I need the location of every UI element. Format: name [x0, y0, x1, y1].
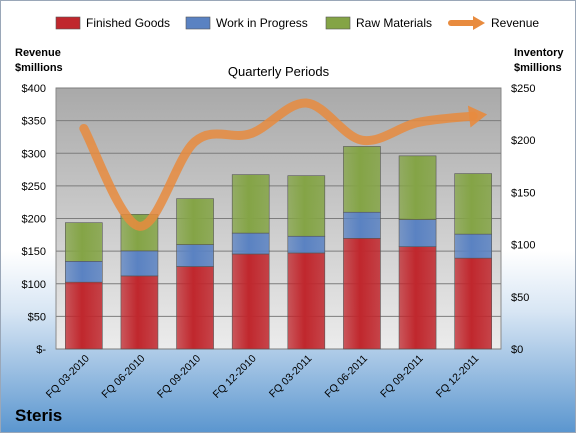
left-tick-label: $150 [22, 246, 46, 258]
bar-raw-materials [231, 174, 270, 234]
company-name: Steris [15, 406, 62, 425]
category-label: FQ 09-2011 [378, 353, 426, 401]
left-tick-label: $250 [22, 181, 46, 193]
bar-work-in-progress [454, 233, 492, 259]
bar-finished-goods [120, 275, 159, 350]
chart-title: Quarterly Periods [228, 64, 330, 79]
legend-label: Work in Progress [216, 16, 308, 30]
revenue-arrowhead [467, 105, 488, 128]
category-label: FQ 12-2010 [211, 353, 259, 401]
right-axis-label: Inventory [514, 47, 564, 59]
left-tick-label: $- [36, 344, 46, 356]
category-label: FQ 12-2011 [434, 353, 482, 401]
category-label: FQ 09-2010 [155, 353, 203, 401]
right-tick-label: $0 [511, 344, 523, 356]
bar-work-in-progress [120, 250, 159, 277]
bar-finished-goods [231, 253, 270, 350]
bar-work-in-progress [231, 232, 270, 255]
category-label: FQ 06-2011 [322, 353, 370, 401]
bar-finished-goods [176, 266, 214, 350]
bar-raw-materials [65, 222, 103, 262]
left-tick-label: $400 [22, 83, 46, 95]
right-tick-label: $150 [511, 187, 535, 199]
bar-finished-goods [65, 281, 103, 350]
bar-raw-materials [398, 155, 437, 220]
bar-work-in-progress [398, 219, 437, 247]
category-label: FQ 03-2011 [267, 353, 315, 401]
bar-finished-goods [398, 246, 437, 350]
right-axis-label: $millions [514, 62, 562, 74]
category-label: FQ 03-2010 [44, 353, 92, 401]
legend-label: Raw Materials [356, 16, 432, 30]
revenue-line [79, 98, 478, 231]
legend-swatch-finished-goods [55, 16, 81, 30]
right-tick-label: $50 [511, 292, 529, 304]
bar-raw-materials [287, 175, 326, 237]
bar-work-in-progress [343, 211, 381, 239]
bar-finished-goods [287, 252, 326, 350]
bar-work-in-progress [176, 244, 214, 267]
left-tick-label: $200 [22, 214, 46, 226]
bar-work-in-progress [65, 261, 103, 283]
bar-raw-materials [176, 198, 214, 245]
bar-finished-goods [343, 238, 381, 350]
legend-label: Revenue [491, 16, 539, 30]
left-tick-label: $50 [28, 311, 46, 323]
legend-swatch-raw-materials [325, 16, 351, 30]
left-tick-label: $100 [22, 279, 46, 291]
bar-work-in-progress [287, 235, 326, 254]
right-tick-label: $100 [511, 240, 535, 252]
bar-raw-materials [454, 173, 492, 235]
left-axis-label: Revenue [15, 47, 61, 59]
category-label: FQ 06-2010 [99, 353, 147, 401]
right-tick-label: $250 [511, 83, 535, 95]
legend-swatch-revenue-arrow [473, 16, 485, 30]
legend-swatch-work-in-progress [185, 16, 211, 30]
right-tick-label: $200 [511, 135, 535, 147]
bar-finished-goods [454, 257, 492, 350]
left-tick-label: $350 [22, 116, 46, 128]
legend-label: Finished Goods [86, 16, 170, 30]
left-tick-label: $300 [22, 148, 46, 160]
left-axis-label: $millions [15, 62, 63, 74]
bar-raw-materials [343, 146, 381, 213]
